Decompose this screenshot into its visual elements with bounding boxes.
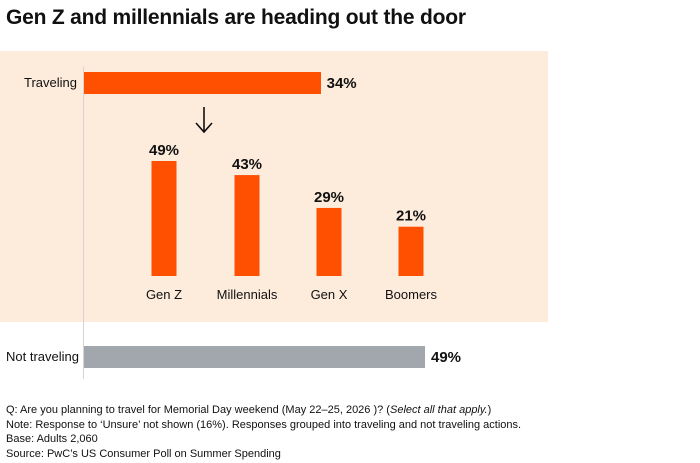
- bar-traveling: [84, 72, 321, 94]
- bar-gen-z: [151, 161, 177, 276]
- arrow-down-icon: [195, 107, 213, 134]
- category-label-gen-z: Gen Z: [146, 287, 182, 302]
- footnote-question: Q: Are you planning to travel for Memori…: [6, 404, 492, 416]
- category-label-boomers: Boomers: [385, 287, 438, 302]
- bar-not-traveling: [84, 346, 425, 368]
- footnote-base: Base: Adults 2,060: [6, 433, 98, 445]
- bar-boomers: [398, 226, 424, 276]
- row-label-traveling: Traveling: [24, 75, 77, 90]
- value-label-gen-z: 49%: [149, 142, 179, 159]
- footnote-source: Source: PwC’s US Consumer Poll on Summer…: [6, 447, 281, 460]
- value-label-not-traveling: 49%: [431, 349, 462, 366]
- row-label-not-traveling: Not traveling: [6, 349, 79, 364]
- traveling-panel: [0, 51, 548, 322]
- category-label-millennials: Millennials: [217, 287, 278, 302]
- bar-millennials: [234, 175, 260, 276]
- chart-title: Gen Z and millennials are heading out th…: [6, 6, 466, 29]
- category-label-gen-x: Gen X: [311, 287, 348, 302]
- bar-gen-x: [316, 207, 342, 276]
- footnotes: Q: Are you planning to travel for Memori…: [6, 403, 521, 461]
- value-label-boomers: 21%: [396, 208, 426, 225]
- value-label-gen-x: 29%: [314, 189, 344, 206]
- value-label-traveling: 34%: [326, 75, 357, 92]
- footnote-note: Note: Response to ‘Unsure’ not shown (16…: [6, 418, 522, 431]
- value-label-millennials: 43%: [232, 156, 262, 173]
- axis-line: [83, 67, 84, 379]
